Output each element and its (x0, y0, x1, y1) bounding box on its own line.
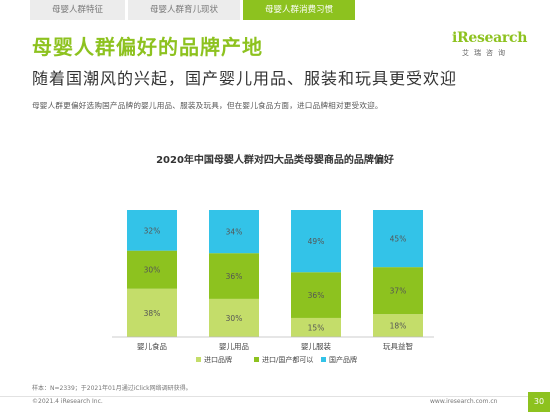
legend-label: 进口品牌 (204, 355, 232, 364)
legend-label: 国产品牌 (329, 355, 357, 364)
category-label: 玩具益智 (383, 341, 413, 351)
bar-segment (127, 288, 177, 337)
legend-swatch (321, 357, 326, 362)
data-label: 38% (144, 309, 161, 318)
data-label: 36% (226, 272, 243, 281)
data-label: 36% (308, 291, 325, 300)
tab-bar: 母婴人群特征 母婴人群育儿现状 母婴人群消费习惯 (30, 0, 358, 20)
category-label: 婴儿服装 (301, 341, 331, 351)
category-label: 婴儿食品 (137, 341, 167, 351)
copyright: ©2021.4 iResearch Inc. (32, 398, 103, 405)
chart-title: 2020年中国母婴人群对四大品类母婴商品的品牌偏好 (156, 155, 394, 166)
bar-segment (373, 210, 423, 268)
data-label: 37% (390, 287, 407, 296)
page-title: 母婴人群偏好的品牌产地 (32, 35, 263, 59)
bar-segment (127, 210, 177, 251)
logo-subtitle: 艾瑞咨询 (462, 49, 510, 57)
data-label: 18% (390, 322, 407, 331)
page-subtitle: 随着国潮风的兴起，国产婴儿用品、服装和玩具更受欢迎 (32, 69, 458, 88)
page-description: 母婴人群更偏好选购国产品牌的婴儿用品、服装及玩具，但在婴儿食品方面，进口品牌相对… (32, 101, 383, 110)
data-label: 34% (226, 228, 243, 237)
iresearch-logo: iResearch 艾瑞咨询 (452, 30, 532, 70)
tab-parent-features[interactable]: 母婴人群特征 (30, 0, 126, 20)
bar-segment (291, 272, 341, 318)
bar-segment (209, 253, 259, 299)
logo-brand: iResearch (452, 30, 528, 46)
data-label: 15% (308, 323, 325, 332)
data-label: 30% (144, 266, 161, 275)
legend-swatch (196, 357, 201, 362)
bar-segment (373, 314, 423, 337)
website-link[interactable]: www.iresearch.com.cn (430, 398, 498, 405)
data-label: 45% (390, 235, 407, 244)
tab-consumption-habits[interactable]: 母婴人群消费习惯 (243, 0, 356, 20)
page-number: 30 (528, 392, 550, 412)
sample-note: 样本：N=2339；于2021年01月通过iClick网络调研获得。 (32, 385, 192, 392)
bar-segment (209, 298, 259, 337)
bar-segment (209, 210, 259, 254)
tab-parenting-status[interactable]: 母婴人群育儿现状 (128, 0, 241, 20)
legend-label: 进口/国产都可以 (262, 355, 313, 364)
bar-segment (127, 250, 177, 289)
data-label: 32% (144, 226, 161, 235)
legend-swatch (254, 357, 259, 362)
data-label: 49% (308, 237, 325, 246)
data-label: 30% (226, 314, 243, 323)
footer-divider (0, 396, 550, 397)
bar-segment (373, 267, 423, 315)
bar-segment (291, 317, 341, 337)
category-label: 婴儿用品 (219, 342, 249, 351)
bar-segment (291, 210, 341, 273)
